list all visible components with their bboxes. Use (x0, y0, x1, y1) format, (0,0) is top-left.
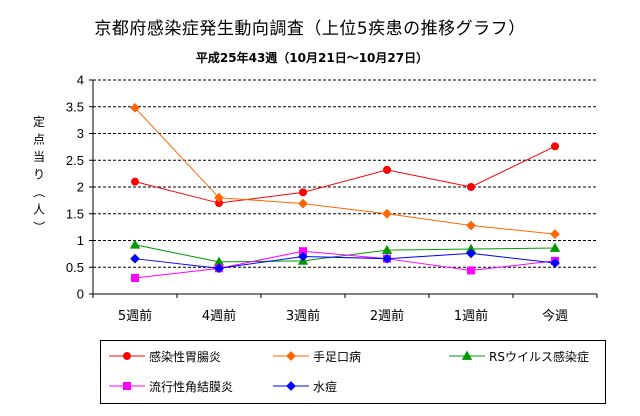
y-tick-label: 2.5 (66, 153, 84, 168)
series-4 (130, 248, 560, 274)
data-point (549, 242, 561, 252)
legend-label: 流行性角結膜炎 (149, 379, 234, 394)
legend-item: RSウイルス感染症 (449, 347, 589, 365)
legend-label: 水痘 (313, 379, 338, 394)
data-point (466, 182, 475, 191)
series-3 (130, 247, 560, 282)
series-line (134, 252, 556, 269)
data-point (550, 258, 560, 268)
data-point (550, 229, 560, 239)
data-point (382, 208, 392, 219)
data-point (466, 266, 475, 275)
legend-swatch (109, 382, 145, 390)
x-tick-label: 2週前 (370, 308, 404, 324)
legend-item: 手足口病 (273, 347, 361, 365)
data-point (382, 165, 391, 174)
y-axis-label-char: 人 (33, 203, 45, 217)
y-axis-label-char: 当 (33, 150, 45, 164)
data-point (466, 248, 476, 259)
y-axis-label-char: り (33, 168, 45, 182)
data-point (130, 273, 139, 282)
series-line (134, 244, 556, 263)
legend-label: 感染性胃腸炎 (149, 349, 222, 364)
legend-item: 流行性角結膜炎 (109, 377, 233, 395)
series-lines (129, 102, 561, 282)
series-line (134, 250, 556, 279)
legend: 感染性胃腸炎 手足口病 RSウイルス感染症流行性角結膜炎 水痘 (100, 340, 606, 404)
y-tick-label: 0.5 (66, 260, 84, 275)
series-line (134, 107, 556, 235)
y-axis-label-char: 定 (33, 114, 45, 129)
legend-item: 感染性胃腸炎 (109, 347, 221, 365)
chart-title: 京都府感染症発生動向調査（上位5疾患の推移グラフ） (94, 19, 526, 39)
series-2 (129, 239, 561, 266)
data-point (298, 251, 308, 262)
y-tick-label: 0 (77, 287, 84, 302)
x-tick-label: 今週 (542, 308, 568, 324)
data-point (551, 142, 560, 151)
x-tick-label: 3週前 (286, 308, 320, 324)
legend-item: 水痘 (273, 377, 337, 395)
legend-marker (286, 381, 296, 391)
axes: 0 0.5 1 1.5 2 2.5 3 3.5 4 5週前 4週前 3週前 2週前 1週前 今週 (66, 73, 598, 324)
y-tick-label: 2 (77, 180, 84, 195)
data-point (214, 263, 224, 274)
legend-swatch (109, 352, 145, 360)
data-point (466, 220, 476, 231)
y-tick-label: 3.5 (66, 99, 84, 114)
data-point (129, 239, 141, 249)
legend-label: 手足口病 (313, 349, 362, 364)
grid-lines (93, 79, 597, 268)
legend-swatch (273, 381, 309, 391)
data-point (130, 177, 139, 186)
y-axis-label-char: ） (32, 221, 46, 233)
legend-marker (286, 351, 296, 361)
data-point (214, 192, 224, 203)
legend-swatch (273, 351, 309, 361)
y-axis-label-char: （ (32, 186, 46, 198)
y-tick-label: 4 (77, 73, 84, 88)
chart-subtitle: 平成25年43週（10月21日～10月27日） (195, 51, 429, 65)
x-tick-label: 4週前 (202, 308, 236, 324)
series-1 (130, 102, 560, 239)
x-tick-label: 5週前 (118, 308, 152, 324)
x-tick-label: 1週前 (454, 308, 488, 324)
data-point (130, 253, 140, 264)
data-point (381, 244, 393, 255)
series-0 (130, 142, 560, 208)
series-line (134, 145, 556, 204)
legend-marker (461, 350, 473, 360)
y-tick-label: 3 (77, 126, 84, 141)
y-tick-label: 1 (77, 233, 84, 248)
data-point (298, 198, 308, 209)
legend-marker (122, 352, 131, 360)
y-tick-label: 1.5 (66, 206, 84, 221)
y-axis-label-char: 点 (33, 133, 45, 147)
legend-marker (122, 382, 131, 390)
legend-label: RSウイルス感染症 (489, 349, 589, 364)
data-point (298, 188, 307, 197)
data-point (382, 253, 392, 264)
legend-swatch (449, 350, 485, 360)
data-point (130, 102, 140, 113)
